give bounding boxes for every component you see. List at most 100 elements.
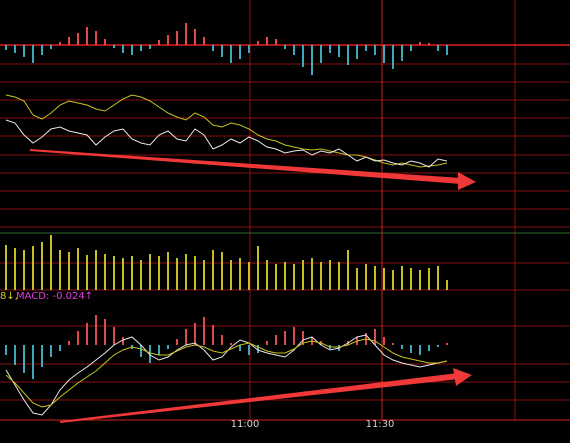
bar xyxy=(275,335,277,345)
bar xyxy=(383,337,385,345)
bar xyxy=(338,262,340,290)
bar xyxy=(221,335,223,345)
bar xyxy=(5,245,7,290)
bar xyxy=(293,45,295,55)
bar xyxy=(95,31,97,45)
bar xyxy=(356,45,358,59)
bar xyxy=(248,262,250,290)
bar xyxy=(104,319,106,345)
bar xyxy=(203,317,205,345)
bar xyxy=(446,280,448,290)
bar xyxy=(293,264,295,290)
bar xyxy=(239,345,241,351)
bar xyxy=(122,337,124,345)
bar xyxy=(392,270,394,290)
bar xyxy=(230,45,232,63)
bar xyxy=(50,345,52,357)
bar xyxy=(428,268,430,290)
bar xyxy=(68,252,70,290)
bar xyxy=(149,45,151,49)
bar xyxy=(68,341,70,345)
bar xyxy=(86,255,88,290)
line-series xyxy=(5,338,448,408)
bar xyxy=(176,258,178,290)
bar xyxy=(248,345,250,355)
bar xyxy=(374,266,376,290)
bar xyxy=(23,345,25,373)
bar xyxy=(50,235,52,290)
bar xyxy=(59,345,61,351)
bar xyxy=(419,270,421,290)
bar xyxy=(32,246,34,290)
bar xyxy=(167,35,169,45)
bar xyxy=(32,45,34,63)
bar xyxy=(239,45,241,59)
bar xyxy=(257,41,259,45)
bar xyxy=(14,45,16,53)
bar xyxy=(428,345,430,351)
bar xyxy=(113,45,115,48)
time-tick: 11:00 xyxy=(231,419,260,430)
bar xyxy=(32,345,34,379)
bar xyxy=(95,250,97,290)
bar xyxy=(338,45,340,57)
macd-prefix: 8↓, xyxy=(0,291,18,302)
bar xyxy=(302,45,304,67)
bar xyxy=(257,246,259,290)
bar xyxy=(41,345,43,367)
bar xyxy=(284,331,286,345)
bar xyxy=(446,45,448,55)
bar xyxy=(95,315,97,345)
bar xyxy=(113,327,115,345)
line-series xyxy=(5,119,448,168)
bar xyxy=(365,264,367,290)
bar xyxy=(329,45,331,53)
bar xyxy=(257,345,259,353)
bar xyxy=(311,258,313,290)
bar xyxy=(140,260,142,290)
bar xyxy=(86,323,88,345)
bar xyxy=(149,254,151,290)
bar xyxy=(158,40,160,45)
bar xyxy=(266,260,268,290)
bar xyxy=(131,256,133,290)
bar xyxy=(311,45,313,75)
bar xyxy=(59,42,61,45)
bar xyxy=(239,258,241,290)
bar xyxy=(23,45,25,57)
bar xyxy=(248,45,250,53)
bar xyxy=(392,343,394,345)
bar xyxy=(410,45,412,51)
bar xyxy=(401,45,403,61)
bar xyxy=(293,327,295,345)
bar xyxy=(419,42,421,45)
bar xyxy=(230,343,232,345)
bar xyxy=(86,27,88,45)
bar xyxy=(212,250,214,290)
bar xyxy=(41,242,43,290)
bar xyxy=(50,45,52,49)
bar xyxy=(59,250,61,290)
bar xyxy=(275,39,277,45)
bar xyxy=(374,329,376,345)
bar xyxy=(401,266,403,290)
line-series xyxy=(5,334,448,416)
bar xyxy=(77,33,79,45)
bar xyxy=(5,345,7,355)
bar xyxy=(266,37,268,45)
bar xyxy=(302,331,304,345)
bar xyxy=(221,252,223,290)
bar xyxy=(176,31,178,45)
bar xyxy=(167,252,169,290)
bar xyxy=(14,345,16,365)
bar xyxy=(320,45,322,63)
bar xyxy=(104,39,106,45)
bar xyxy=(122,258,124,290)
bar xyxy=(266,341,268,345)
macd-label: MACD: -0.024↑ xyxy=(16,291,93,302)
bar xyxy=(365,45,367,51)
bar xyxy=(185,254,187,290)
bar xyxy=(428,43,430,45)
bar xyxy=(194,29,196,45)
bar xyxy=(437,266,439,290)
